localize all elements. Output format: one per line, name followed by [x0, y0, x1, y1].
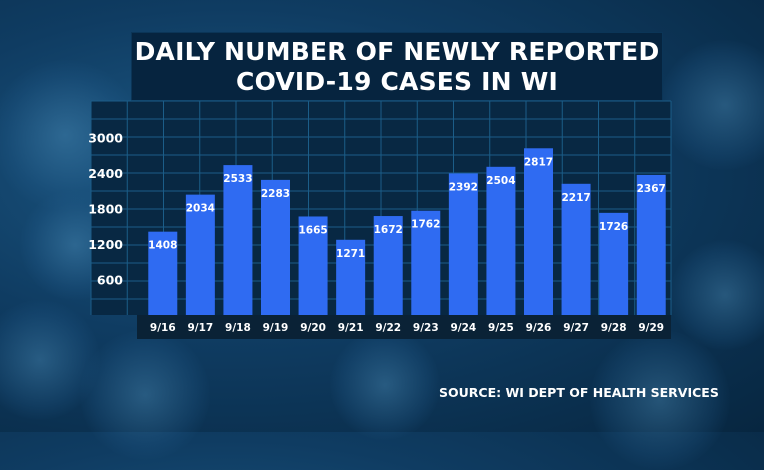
virus-background-graphic: [670, 240, 764, 350]
bar-value-label: 2034: [186, 203, 215, 215]
bar-value-label: 2283: [261, 188, 290, 200]
bar-value-label: 2533: [223, 173, 252, 185]
x-tick-label: 9/26: [526, 322, 552, 334]
bar: [336, 239, 366, 315]
bar-value-label: 2392: [449, 181, 478, 193]
chart-title-line-2: COVID-19 CASES IN WI: [236, 66, 558, 96]
x-axis-label-band: [137, 315, 671, 339]
x-tick-label: 9/22: [375, 322, 401, 334]
x-tick-label: 9/27: [563, 322, 589, 334]
chart-title-box: DAILY NUMBER OF NEWLY REPORTED COVID-19 …: [131, 32, 663, 101]
bar-value-label: 2367: [637, 183, 666, 195]
bar-value-label: 2217: [561, 192, 590, 204]
x-tick-label: 9/25: [488, 322, 514, 334]
bar-chart: 600 1200 1800 2400 3000 1408 9/16 2034 9/17 2533 9…: [88, 100, 672, 339]
bar: [561, 183, 591, 315]
x-tick-label: 9/21: [338, 322, 364, 334]
chart-title-line-1: DAILY NUMBER OF NEWLY REPORTED: [134, 36, 660, 66]
bar-value-label: 1271: [336, 248, 365, 260]
bar: [599, 212, 629, 315]
x-tick-label: 9/16: [150, 322, 176, 334]
y-tick-label: 600: [97, 272, 123, 287]
bar: [223, 165, 253, 315]
x-tick-label: 9/17: [187, 322, 213, 334]
virus-background-graphic: [660, 40, 764, 170]
bar: [148, 231, 178, 315]
bar-value-label: 1726: [599, 221, 628, 233]
bar: [486, 166, 516, 315]
bar: [298, 216, 328, 315]
bar-value-label: 2504: [486, 175, 515, 187]
bar: [261, 179, 290, 315]
bar: [448, 173, 478, 315]
x-tick-label: 9/20: [300, 322, 326, 334]
x-tick-label: 9/19: [263, 322, 289, 334]
bar: [373, 216, 403, 315]
bar-value-label: 1762: [411, 219, 440, 231]
bar: [524, 148, 553, 315]
y-tick-label: 3000: [88, 130, 123, 145]
y-tick-label: 2400: [88, 166, 123, 181]
x-tick-label: 9/24: [450, 322, 476, 334]
x-tick-label: 9/28: [601, 322, 627, 334]
virus-background-graphic: [330, 330, 440, 440]
bar: [185, 194, 215, 315]
bar: [636, 174, 666, 315]
y-tick-label: 1200: [88, 237, 123, 252]
bar-value-label: 2817: [524, 156, 553, 168]
x-tick-label: 9/29: [638, 322, 664, 334]
x-tick-label: 9/23: [413, 322, 439, 334]
source-note: SOURCE: WI DEPT OF HEALTH SERVICES: [439, 385, 719, 400]
bar-value-label: 1672: [374, 224, 403, 236]
x-tick-label: 9/18: [225, 322, 251, 334]
bar-value-label: 1665: [298, 224, 327, 236]
bar: [411, 210, 441, 315]
virus-background-graphic: [0, 300, 100, 420]
bar-value-label: 1408: [148, 240, 177, 252]
y-tick-label: 1800: [88, 201, 123, 216]
